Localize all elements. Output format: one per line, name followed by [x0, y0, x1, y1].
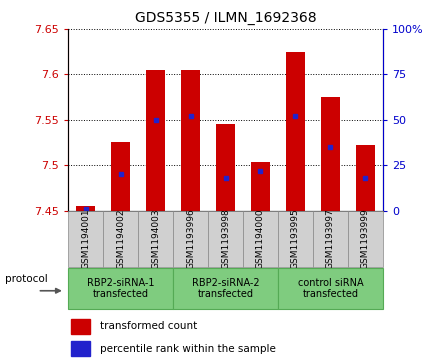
Bar: [173, 211, 208, 267]
Text: GSM1194002: GSM1194002: [116, 208, 125, 269]
Bar: [286, 52, 305, 211]
Bar: [278, 268, 383, 310]
Title: GDS5355 / ILMN_1692368: GDS5355 / ILMN_1692368: [135, 11, 316, 25]
Bar: [208, 211, 243, 267]
Bar: [321, 97, 340, 211]
Bar: [181, 70, 200, 211]
Text: GSM1194000: GSM1194000: [256, 208, 265, 269]
Text: RBP2-siRNA-1
transfected: RBP2-siRNA-1 transfected: [87, 278, 154, 299]
Text: RBP2-siRNA-2
transfected: RBP2-siRNA-2 transfected: [192, 278, 259, 299]
Text: GSM1193997: GSM1193997: [326, 208, 335, 269]
Bar: [146, 70, 165, 211]
Text: transformed count: transformed count: [99, 321, 197, 331]
Bar: [348, 211, 383, 267]
Bar: [68, 268, 173, 310]
Bar: [71, 341, 90, 356]
Bar: [356, 145, 375, 211]
Text: control siRNA
transfected: control siRNA transfected: [297, 278, 363, 299]
Text: protocol: protocol: [5, 274, 48, 284]
Bar: [243, 211, 278, 267]
Bar: [111, 142, 130, 211]
Bar: [68, 211, 103, 267]
Bar: [251, 162, 270, 211]
Text: GSM1194003: GSM1194003: [151, 208, 160, 269]
Text: GSM1193999: GSM1193999: [361, 208, 370, 269]
Bar: [313, 211, 348, 267]
Text: percentile rank within the sample: percentile rank within the sample: [99, 344, 275, 354]
Bar: [138, 211, 173, 267]
Bar: [103, 211, 138, 267]
Bar: [173, 268, 278, 310]
Bar: [216, 124, 235, 211]
Text: GSM1194001: GSM1194001: [81, 208, 90, 269]
Bar: [278, 211, 313, 267]
Bar: [71, 319, 90, 334]
Text: GSM1193996: GSM1193996: [186, 208, 195, 269]
Text: GSM1193998: GSM1193998: [221, 208, 230, 269]
Text: GSM1193995: GSM1193995: [291, 208, 300, 269]
Bar: [76, 206, 95, 211]
